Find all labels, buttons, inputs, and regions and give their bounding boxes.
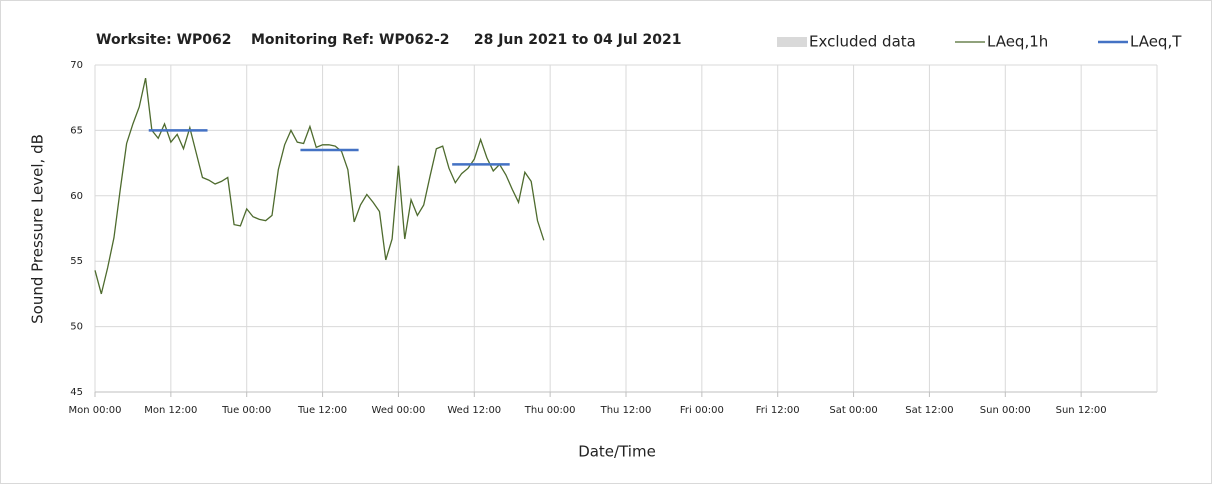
x-tick-label: Sun 00:00 [980, 405, 1031, 416]
x-tick-label: Mon 12:00 [144, 405, 197, 416]
x-tick-label: Mon 00:00 [68, 405, 121, 416]
x-tick-label: Wed 12:00 [447, 405, 501, 416]
x-tick-label: Fri 00:00 [680, 405, 724, 416]
y-tick-label: 50 [70, 322, 83, 333]
x-tick-label: Thu 00:00 [524, 405, 576, 416]
legend-label: Excluded data [809, 33, 916, 51]
series-line [94, 77, 545, 295]
y-tick-label: 55 [70, 256, 83, 267]
legend-label: LAeq,T [1130, 33, 1182, 51]
y-tick-label: 65 [70, 125, 83, 136]
x-tick-label: Sun 12:00 [1056, 405, 1107, 416]
x-tick-label: Tue 00:00 [221, 405, 271, 416]
series-line [148, 129, 510, 166]
x-tick-label: Thu 12:00 [600, 405, 652, 416]
legend-label: LAeq,1h [987, 33, 1048, 51]
legend-swatch [777, 37, 807, 47]
x-tick-label: Sat 00:00 [829, 405, 877, 416]
y-axis-label: Sound Pressure Level, dB [29, 134, 47, 324]
y-tick-label: 70 [70, 60, 83, 71]
x-tick-label: Tue 12:00 [297, 405, 347, 416]
x-axis-label: Date/Time [578, 443, 656, 461]
x-tick-label: Wed 00:00 [372, 405, 426, 416]
chart-title: Worksite: WP062 Monitoring Ref: WP062-2 … [96, 32, 681, 48]
y-tick-label: 45 [70, 387, 83, 398]
y-tick-label: 60 [70, 191, 83, 202]
x-tick-label: Fri 12:00 [756, 405, 800, 416]
x-tick-label: Sat 12:00 [905, 405, 953, 416]
